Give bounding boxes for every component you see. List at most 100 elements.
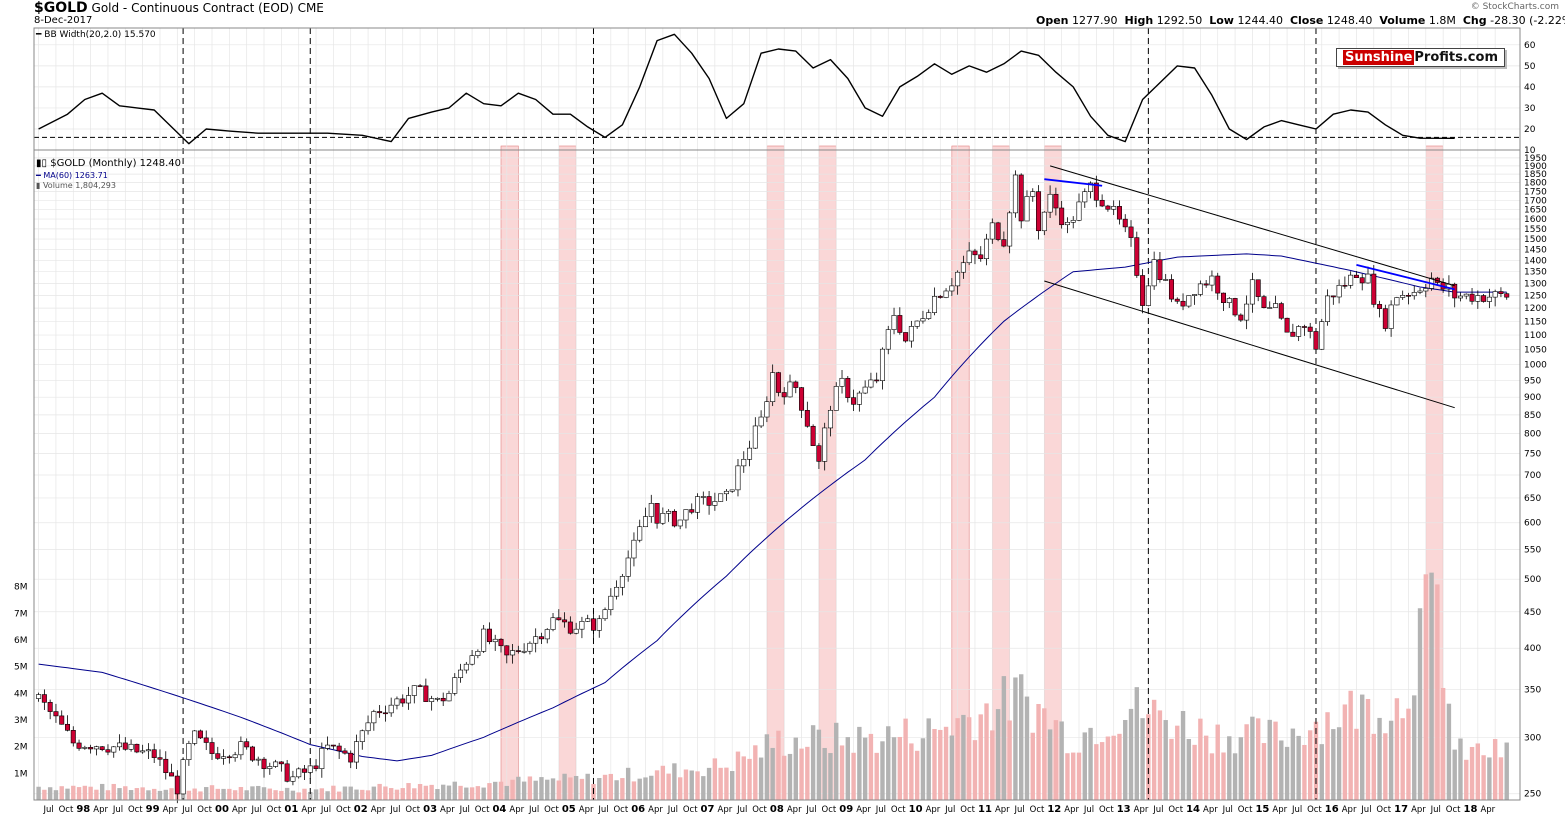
- candle-body: [1064, 222, 1070, 226]
- x-tick-label: 06: [631, 804, 645, 815]
- volume-tick-label: 1M: [14, 769, 28, 779]
- volume-bar: [764, 734, 770, 800]
- x-tick-label: Apr: [926, 805, 941, 815]
- volume-bar: [417, 784, 423, 800]
- volume-bar: [493, 781, 498, 800]
- candle-body: [1504, 293, 1510, 298]
- candle-body: [423, 685, 429, 702]
- candle-body: [319, 748, 325, 769]
- candle-body: [625, 557, 631, 577]
- x-tick-label: Jul: [1430, 805, 1441, 815]
- x-tick-label: 16: [1325, 804, 1339, 815]
- candle-body: [47, 702, 53, 712]
- candle-body: [1342, 284, 1348, 287]
- candle-body: [1325, 295, 1331, 322]
- candle-body: [931, 296, 937, 313]
- volume-bar: [348, 786, 353, 800]
- x-tick-label: Apr: [1203, 805, 1218, 815]
- candle-body: [82, 747, 88, 749]
- legend-line-icon: ━: [36, 30, 42, 40]
- candle-body: [174, 775, 180, 795]
- trendline-black: [1044, 280, 1455, 409]
- candle-body: [908, 326, 914, 342]
- volume-bar: [1354, 728, 1359, 800]
- candle-body: [342, 750, 348, 754]
- candle-body: [1348, 274, 1354, 286]
- candle-body: [654, 503, 660, 524]
- candle-body: [238, 741, 244, 756]
- volume-bar: [290, 790, 296, 800]
- candle-body: [1319, 321, 1325, 350]
- candle-body: [851, 397, 857, 405]
- candle-body: [1296, 326, 1302, 337]
- volume-bar: [1030, 732, 1035, 800]
- volume-bar: [65, 788, 70, 800]
- x-tick-label: Jul: [459, 805, 470, 815]
- x-tick-label: Apr: [440, 805, 455, 815]
- volume-bar: [146, 790, 151, 800]
- volume-bar: [475, 786, 481, 800]
- volume-bar: [735, 751, 741, 800]
- volume-bar: [1019, 674, 1024, 800]
- candle-body: [712, 501, 718, 506]
- candle-body: [261, 758, 267, 769]
- volume-bar: [1475, 743, 1481, 800]
- x-tick-label: Jul: [1360, 805, 1371, 815]
- candle-body: [197, 730, 203, 739]
- x-tick-label: 17: [1394, 804, 1408, 815]
- candle-body: [1469, 293, 1475, 302]
- candle-body: [1105, 205, 1111, 210]
- candle-body: [793, 381, 799, 388]
- candle-body: [209, 742, 215, 754]
- bb-legend: ━ BB Width(20,2.0) 15.570: [36, 30, 156, 40]
- chart-title: $GOLD Gold - Continuous Contract (EOD) C…: [34, 0, 324, 16]
- x-tick-label: Jul: [805, 805, 816, 815]
- open-label: Open: [1036, 14, 1069, 27]
- bb-width-line: [38, 33, 1455, 145]
- price-tick-label: 950: [1524, 376, 1541, 386]
- volume-bar: [152, 788, 157, 800]
- volume-bar: [1065, 753, 1070, 800]
- candle-body: [822, 427, 828, 462]
- candle-body: [267, 766, 273, 769]
- candle-body: [1365, 273, 1371, 284]
- candle-body: [1261, 296, 1267, 308]
- x-tick-label: 14: [1186, 804, 1200, 815]
- volume-bar: [914, 750, 920, 800]
- x-tick-label: Apr: [1272, 805, 1287, 815]
- candle-body: [770, 372, 776, 402]
- candle-body: [76, 742, 82, 749]
- candle-body: [1232, 298, 1238, 316]
- volume-bar: [1423, 574, 1428, 800]
- candle-body: [382, 712, 388, 715]
- x-tick-label: 10: [909, 804, 923, 815]
- volume-bar: [452, 781, 457, 800]
- volume-bar: [1458, 738, 1463, 800]
- x-tick-label: Oct: [267, 805, 282, 815]
- ma-legend-text: MA(60) 1263.71: [43, 171, 108, 180]
- x-tick-label: Oct: [1307, 805, 1322, 815]
- candle-body: [290, 776, 296, 782]
- candle-body: [1088, 182, 1094, 192]
- volume-bar: [573, 775, 579, 800]
- symbol: $GOLD: [34, 0, 88, 16]
- volume-bar: [469, 787, 475, 800]
- volume-bar: [1128, 708, 1134, 800]
- x-tick-label: Apr: [1064, 805, 1079, 815]
- volume-tick-label: 8M: [14, 583, 28, 593]
- volume-bar: [689, 770, 694, 800]
- volume-bar: [556, 780, 561, 800]
- candle-body: [1463, 293, 1469, 297]
- candle-body: [411, 685, 417, 696]
- x-tick-label: Apr: [1411, 805, 1426, 815]
- x-tick-label: Apr: [856, 805, 871, 815]
- x-tick-label: Jul: [1291, 805, 1302, 815]
- volume-bar: [435, 789, 440, 800]
- candle-body: [325, 744, 331, 749]
- x-tick-label: 04: [492, 804, 506, 815]
- candle-body: [879, 348, 885, 381]
- candle-body: [475, 651, 481, 656]
- volume-bar: [412, 788, 417, 800]
- candle-body: [1226, 298, 1232, 303]
- x-tick-label: Jul: [320, 805, 331, 815]
